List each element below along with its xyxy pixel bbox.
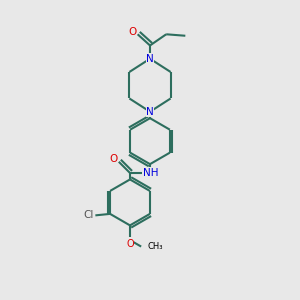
- Text: O: O: [110, 154, 118, 164]
- Text: O: O: [128, 27, 137, 37]
- Text: N: N: [146, 107, 154, 117]
- Text: Cl: Cl: [84, 210, 94, 220]
- Text: O: O: [126, 238, 134, 249]
- Text: NH: NH: [143, 168, 158, 178]
- Text: CH₃: CH₃: [148, 242, 163, 251]
- Text: N: N: [146, 54, 154, 64]
